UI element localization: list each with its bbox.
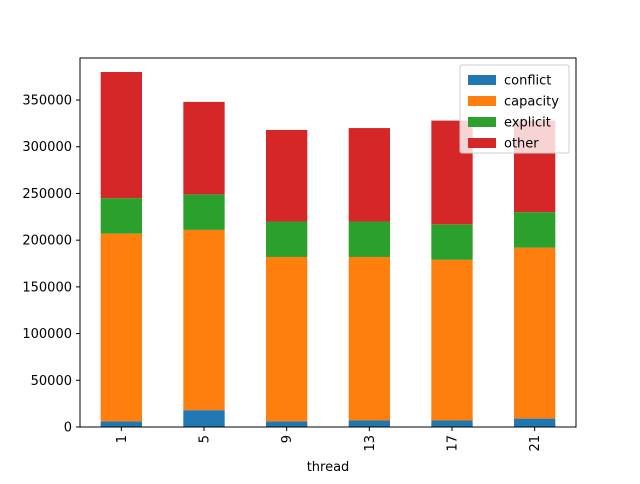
- bar-explicit-9: [266, 221, 308, 257]
- bar-capacity-13: [348, 256, 390, 421]
- y-tick-label: 100000: [22, 327, 72, 342]
- legend-label-explicit: explicit: [504, 116, 551, 131]
- legend-swatch-conflict: [468, 75, 496, 85]
- x-tick-label: 17: [446, 435, 461, 452]
- y-tick-label: 350000: [22, 94, 72, 109]
- y-tick-label: 200000: [22, 234, 72, 249]
- x-tick-label: 1: [115, 435, 130, 443]
- plot-frame: [79, 57, 577, 428]
- bar-explicit-5: [183, 194, 225, 230]
- bar-other-9: [266, 129, 308, 222]
- bar-conflict-9: [266, 421, 308, 427]
- legend-box: [459, 64, 570, 154]
- bar-explicit-17: [431, 224, 473, 260]
- y-tick-label: 250000: [22, 187, 72, 202]
- y-tick-label: 300000: [22, 140, 72, 155]
- legend-swatch-other: [468, 138, 496, 148]
- bar-capacity-1: [100, 233, 142, 422]
- bar-explicit-1: [100, 198, 142, 234]
- x-tick-label: 5: [198, 435, 213, 443]
- bar-other-5: [183, 101, 225, 195]
- bar-capacity-17: [431, 259, 473, 421]
- x-tick-label: 21: [528, 435, 543, 452]
- legend-label-conflict: conflict: [504, 74, 551, 89]
- legend-label-capacity: capacity: [504, 95, 559, 110]
- legend-swatch-capacity: [468, 96, 496, 106]
- bar-conflict-17: [431, 420, 473, 427]
- x-tick-label: 13: [363, 435, 378, 452]
- y-tick-label: 50000: [31, 374, 72, 389]
- bar-capacity-5: [183, 229, 225, 411]
- x-tick-label: 9: [280, 435, 295, 443]
- y-tick-label: 0: [64, 421, 72, 436]
- bar-conflict-5: [183, 410, 225, 427]
- bar-other-13: [348, 128, 390, 222]
- legend-label-other: other: [504, 137, 539, 152]
- y-axis: 0 50000 100000 150000 200000 250000 300000 3500…: [22, 94, 80, 436]
- legend: conflict capacity explicit other: [459, 64, 570, 154]
- bars-layer: [100, 72, 556, 427]
- x-axis: 1 5 9 13 17 21: [115, 427, 543, 452]
- bar-explicit-21: [514, 212, 556, 248]
- bar-capacity-21: [514, 247, 556, 419]
- bar-capacity-9: [266, 256, 308, 422]
- y-tick-label: 150000: [22, 280, 72, 295]
- bar-explicit-13: [348, 221, 390, 257]
- bar-conflict-13: [348, 420, 390, 427]
- bar-conflict-21: [514, 418, 556, 427]
- legend-swatch-explicit: [468, 117, 496, 127]
- bar-other-1: [100, 72, 142, 199]
- x-axis-label: thread: [307, 460, 350, 475]
- bar-conflict-1: [100, 421, 142, 427]
